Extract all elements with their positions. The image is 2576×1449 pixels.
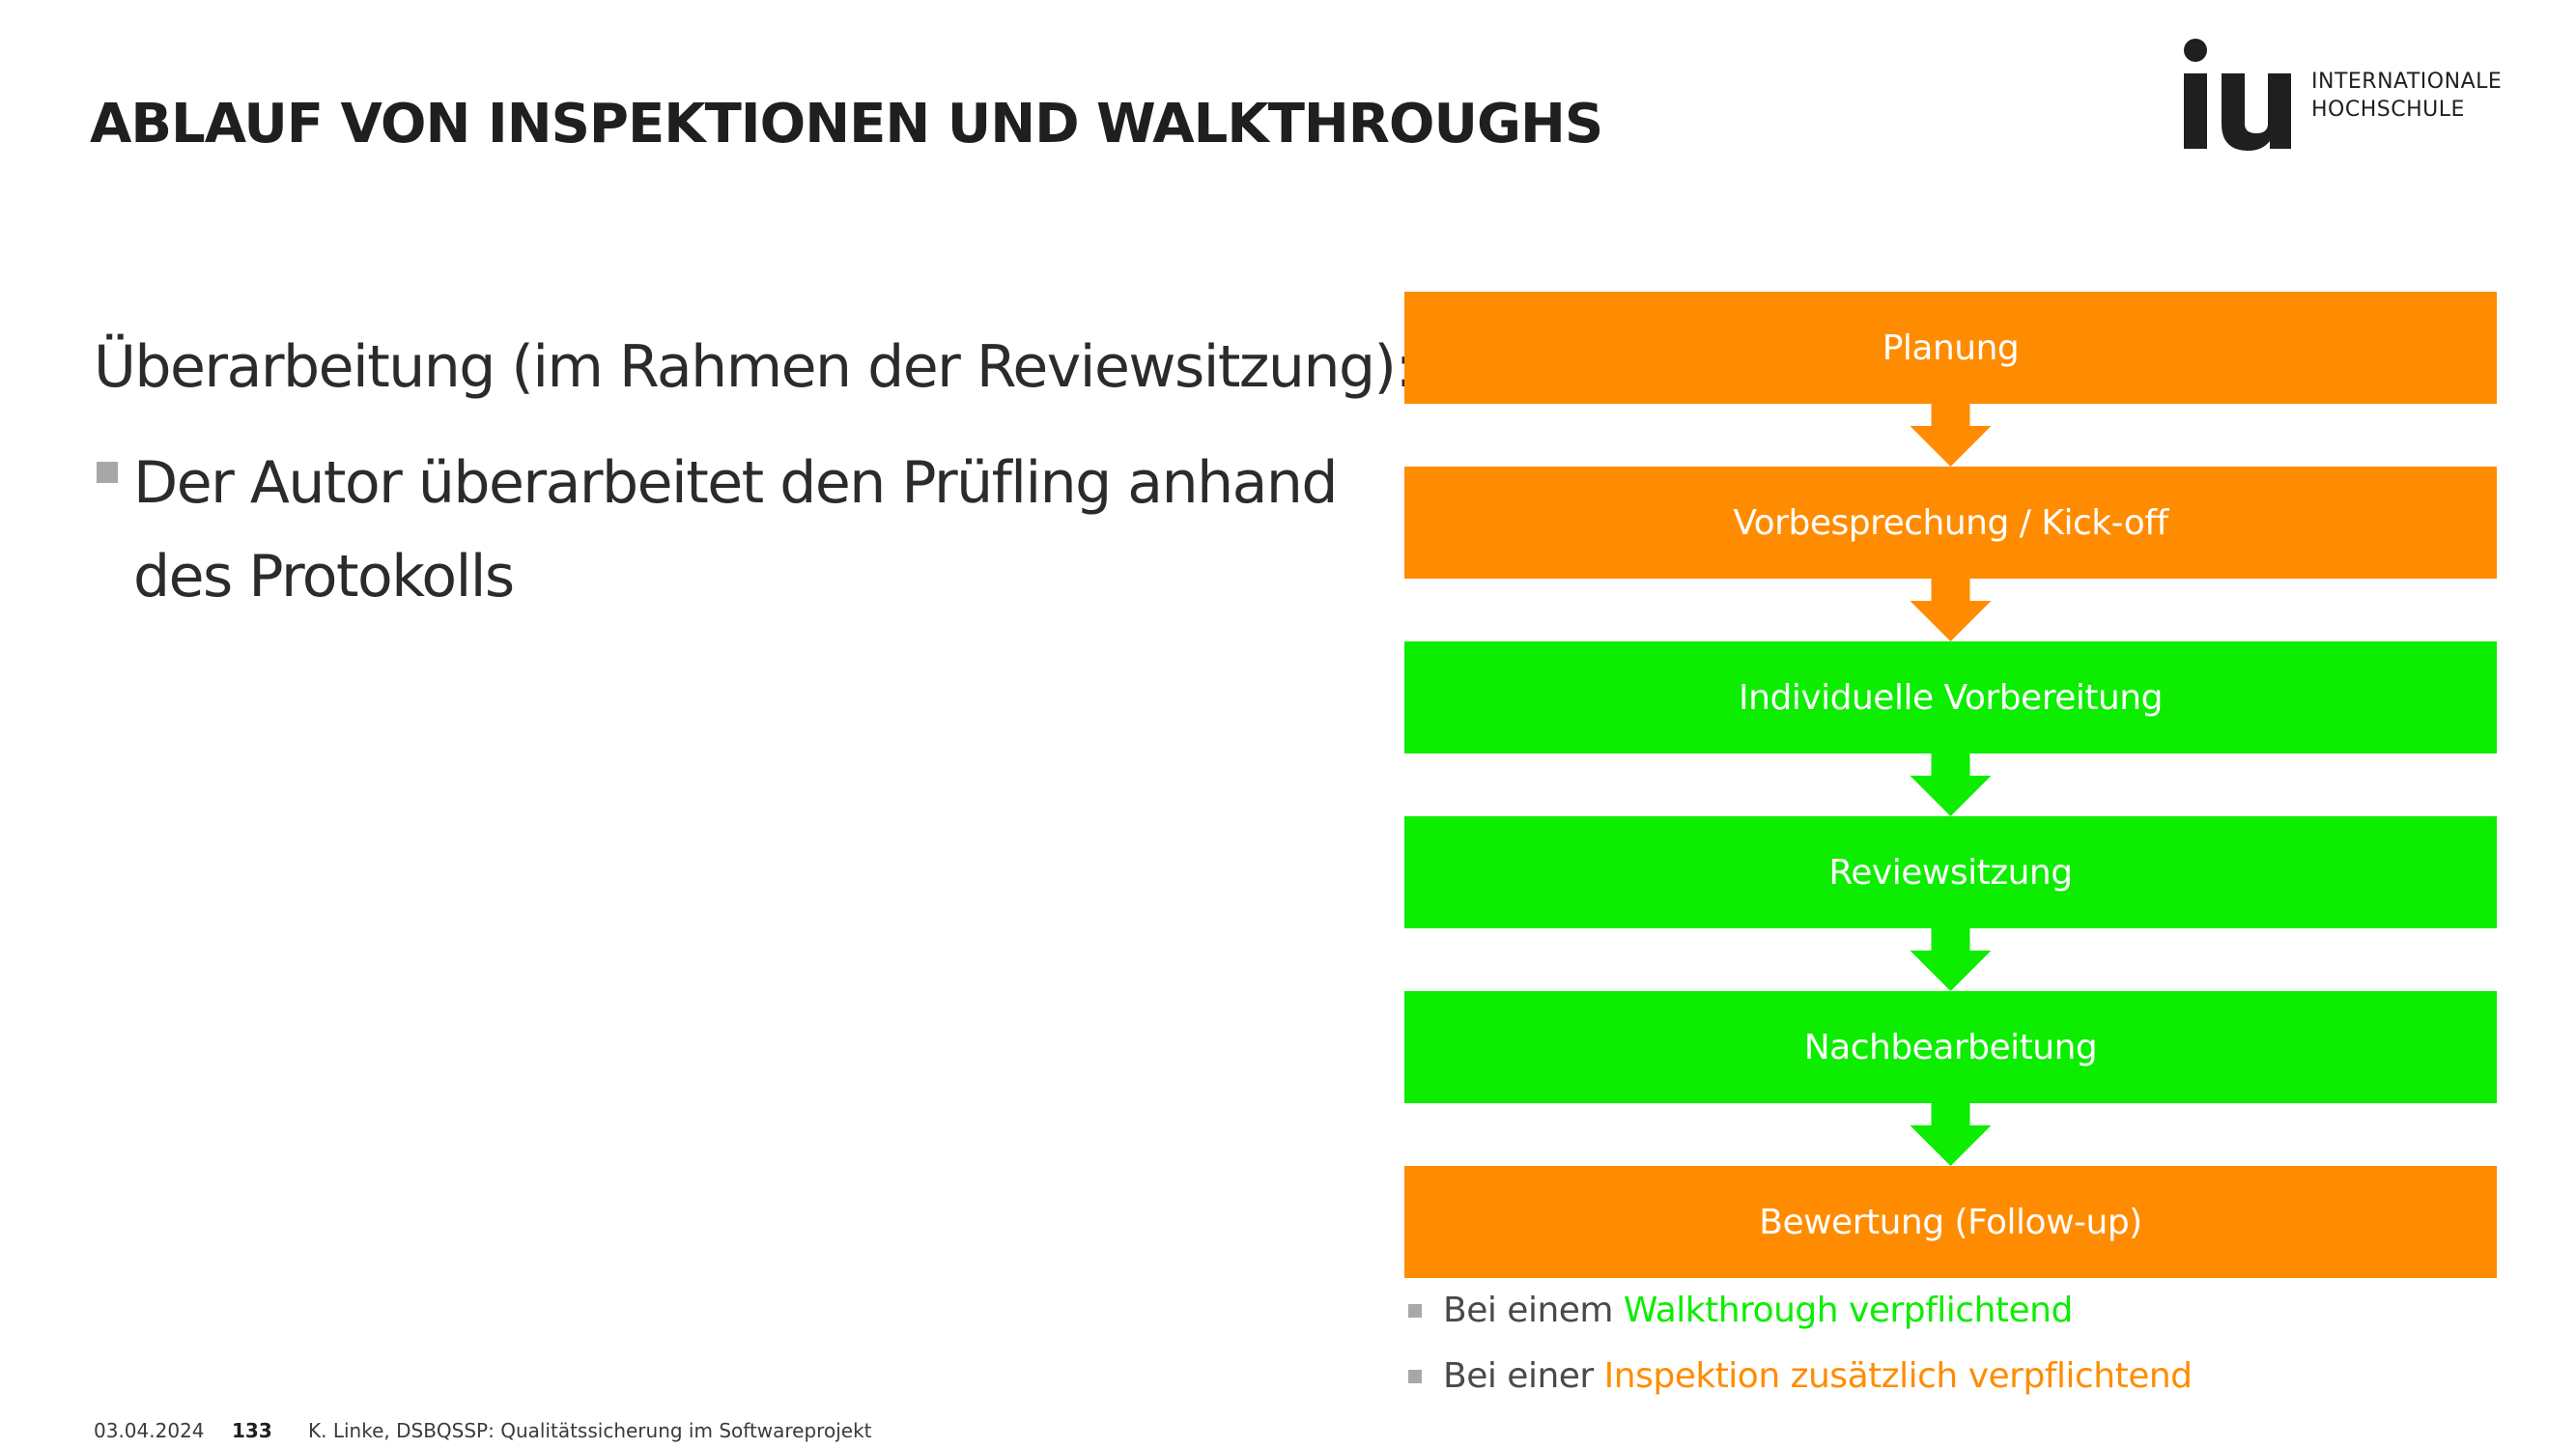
flow-step-2: Vorbesprechung / Kick-off: [1404, 467, 2497, 579]
footer-page-number: 133: [232, 1419, 272, 1442]
flow-step-6: Bewertung (Follow-up): [1404, 1166, 2497, 1278]
note-walkthrough-highlight: Walkthrough verpflichtend: [1623, 1291, 2073, 1330]
flow-step-3: Individuelle Vorbereitung: [1404, 641, 2497, 753]
footer-date: 03.04.2024: [94, 1419, 205, 1442]
flow-arrow-4-down-icon: [1910, 927, 1992, 991]
flow-arrow-3-down-icon: [1910, 753, 1992, 816]
flow-arrow-2-down-icon: [1910, 578, 1992, 641]
slide-title: ABLAUF VON INSPEKTIONEN UND WALKTHROUGHS: [90, 93, 1603, 156]
note-inspektion-highlight: Inspektion zusätzlich verpflichtend: [1603, 1356, 2193, 1396]
bullet-square-icon: [97, 462, 118, 483]
bullet-text-line-2: des Protokolls: [133, 543, 515, 611]
logo-line-2: HOCHSCHULE: [2311, 98, 2465, 122]
flow-step-1: Planung: [1404, 292, 2497, 404]
flow-step-4: Reviewsitzung: [1404, 816, 2497, 928]
flow-step-5: Nachbearbeitung: [1404, 991, 2497, 1103]
flow-arrow-1-down-icon: [1910, 403, 1992, 467]
logo-wordmark: INTERNATIONALE HOCHSCHULE: [2311, 68, 2502, 124]
bullet-text-line-1: Der Autor überarbeitet den Prüfling anha…: [133, 449, 1339, 517]
content-heading: Überarbeitung (im Rahmen der Reviewsitzu…: [94, 333, 1415, 401]
note-walkthrough-prefix: Bei einem: [1443, 1291, 1624, 1330]
bullet-text: Der Autor überarbeitet den Prüfling anha…: [133, 437, 1389, 624]
note-inspektion-prefix: Bei einer: [1443, 1356, 1604, 1396]
flow-arrow-5-down-icon: [1910, 1102, 1992, 1166]
note-bullet-icon: [1408, 1370, 1422, 1383]
iu-logo-mark: [2184, 39, 2291, 151]
note-bullet-icon: [1408, 1304, 1422, 1318]
footer-source: K. Linke, DSBQSSP: Qualitätssicherung im…: [308, 1419, 872, 1442]
logo-line-1: INTERNATIONALE: [2311, 70, 2503, 94]
iu-logo: INTERNATIONALE HOCHSCHULE: [2181, 39, 2509, 155]
